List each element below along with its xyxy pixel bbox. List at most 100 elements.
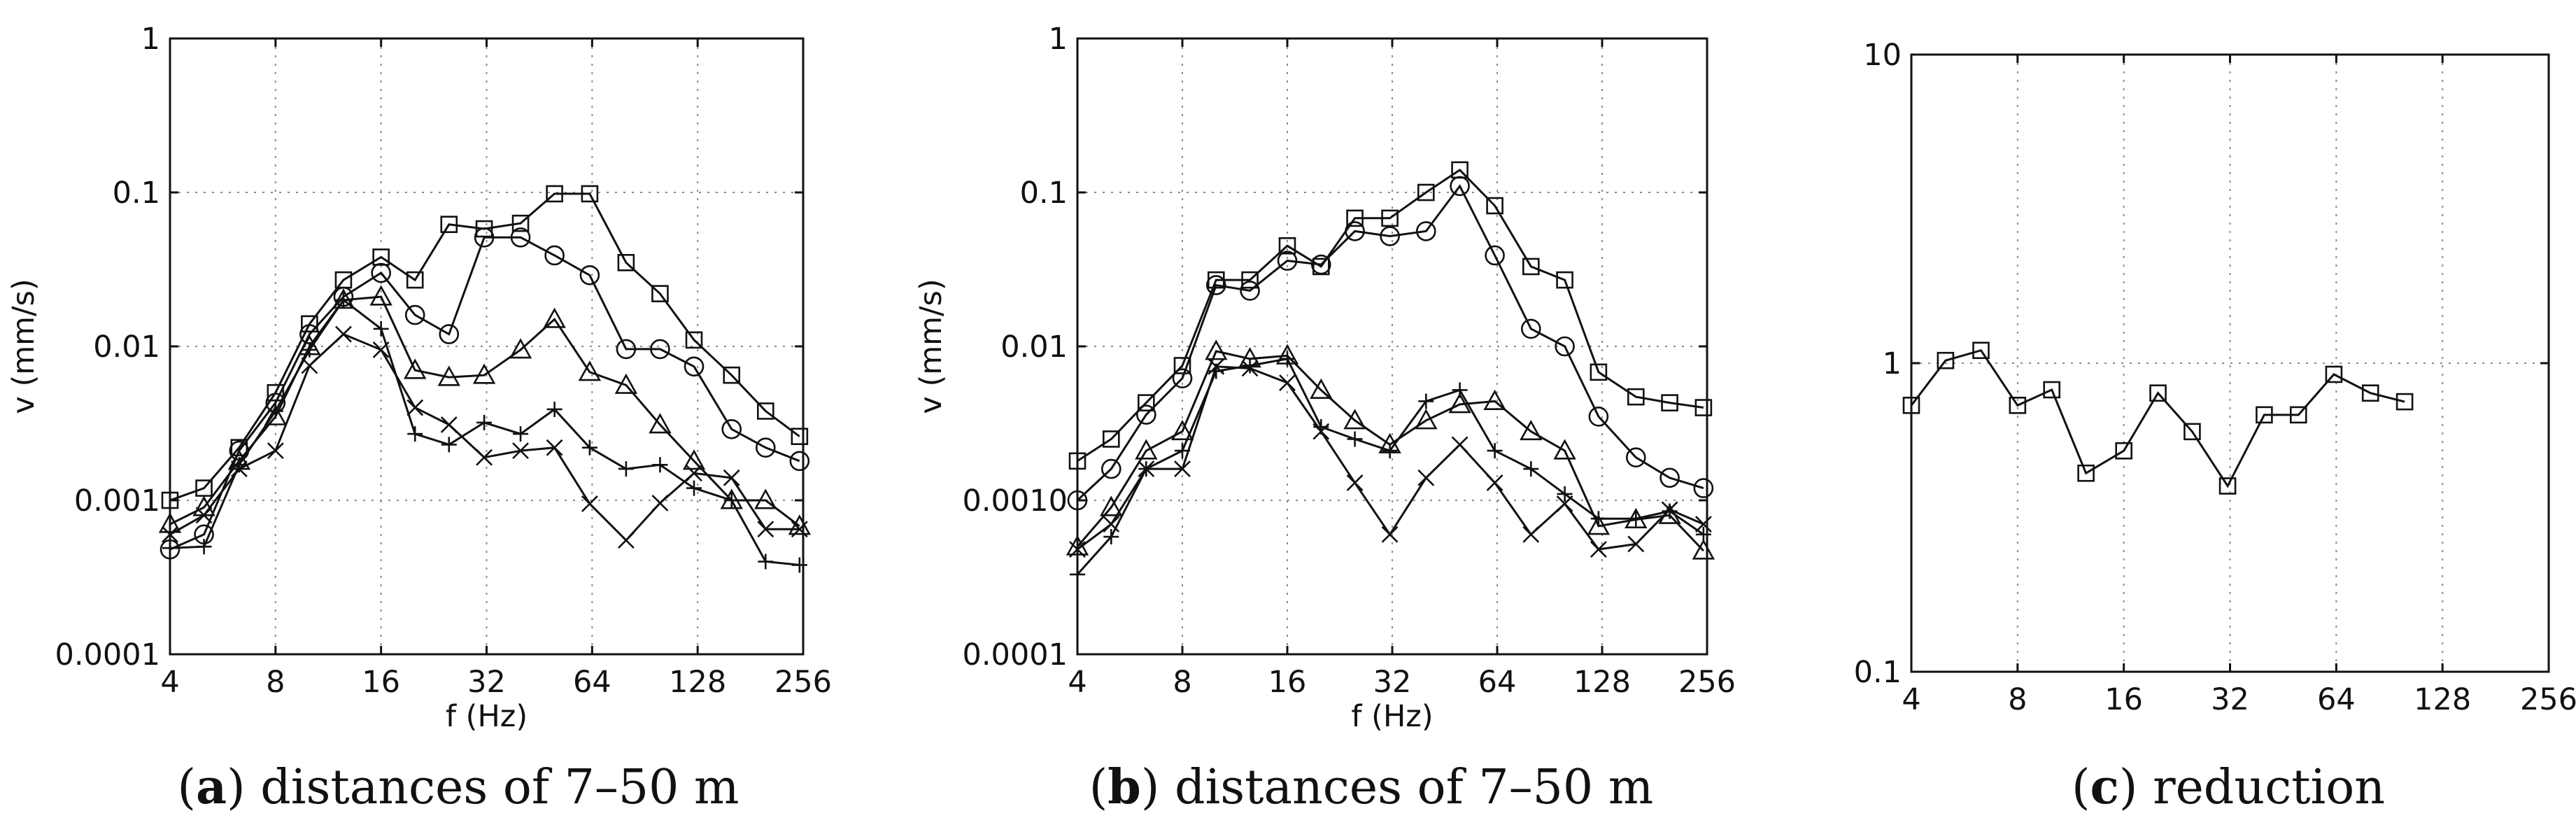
caption-text-a: distances of 7–50 m bbox=[260, 760, 739, 815]
data-point-cross bbox=[1451, 436, 1469, 453]
series-line-square bbox=[1077, 168, 1704, 463]
data-point-square bbox=[301, 315, 318, 333]
data-point-triangle bbox=[369, 285, 392, 306]
data-point-plus bbox=[723, 493, 739, 508]
data-point-cross bbox=[1069, 541, 1086, 558]
data-point-circle bbox=[1450, 176, 1470, 197]
data-point-plus bbox=[1347, 431, 1363, 447]
series-line-circle bbox=[1076, 184, 1704, 502]
y-tick-label: 0.0001 bbox=[55, 637, 160, 672]
y-tick-label: 0.0001 bbox=[963, 637, 1068, 672]
data-point-plus bbox=[1590, 511, 1606, 527]
data-point-circle bbox=[1415, 221, 1436, 241]
x-tick-label: 64 bbox=[573, 665, 611, 700]
data-point-plus bbox=[1557, 486, 1573, 502]
data-point-square bbox=[1627, 388, 1645, 406]
data-point-cross bbox=[581, 495, 598, 512]
series-line-circle bbox=[169, 236, 800, 551]
data-point-circle bbox=[404, 304, 425, 325]
data-point-cross bbox=[476, 449, 493, 466]
data-point-cross bbox=[335, 325, 352, 343]
data-point-triangle bbox=[158, 512, 182, 533]
data-point-circle bbox=[544, 245, 565, 266]
data-point-circle bbox=[1659, 467, 1680, 488]
data-point-cross bbox=[1522, 526, 1540, 543]
data-point-circle bbox=[650, 339, 670, 360]
data-point-plus bbox=[618, 461, 634, 477]
data-point-triangle bbox=[1448, 393, 1471, 414]
data-point-cross bbox=[1556, 495, 1573, 512]
data-point-plus bbox=[373, 320, 389, 337]
data-point-cross bbox=[230, 460, 248, 478]
data-point-triangle bbox=[1483, 389, 1506, 410]
data-point-cross bbox=[195, 507, 213, 524]
data-point-circle bbox=[1310, 254, 1331, 275]
data-point-cross bbox=[1346, 474, 1364, 491]
data-point-square bbox=[1522, 258, 1540, 276]
caption-b: (b) distances of 7–50 m bbox=[1089, 759, 1654, 815]
data-point-square bbox=[581, 185, 599, 203]
data-point-circle bbox=[1588, 407, 1609, 427]
data-point-circle bbox=[1693, 478, 1714, 498]
data-point-cross bbox=[1312, 423, 1330, 440]
data-point-reduction bbox=[1972, 341, 1990, 360]
data-point-reduction bbox=[2009, 396, 2027, 414]
data-point-plus bbox=[335, 292, 351, 308]
data-point-plus bbox=[1418, 393, 1434, 409]
data-point-cross bbox=[512, 442, 529, 460]
data-point-plus bbox=[1382, 443, 1398, 459]
data-point-reduction bbox=[1902, 396, 1920, 414]
data-point-cross bbox=[301, 357, 318, 374]
data-point-circle bbox=[510, 227, 531, 248]
data-point-circle bbox=[755, 437, 776, 458]
data-point-square bbox=[546, 185, 563, 203]
x-tick-label: 8 bbox=[266, 665, 285, 700]
data-point-square bbox=[651, 285, 669, 302]
data-point-reduction bbox=[2043, 381, 2061, 399]
chart-panel-a: 0.0001 0.001 0.01 0.1 1 4 8 16 32 64 128 256 f (Hz… bbox=[6, 22, 832, 815]
data-point-reduction bbox=[2289, 406, 2307, 424]
data-point-reduction bbox=[2077, 464, 2095, 482]
data-point-square bbox=[723, 366, 741, 384]
data-point-triangle bbox=[1205, 339, 1228, 360]
data-point-reduction bbox=[2361, 384, 2379, 402]
data-point-circle bbox=[1172, 368, 1193, 388]
data-point-square bbox=[1590, 363, 1608, 381]
data-point-square bbox=[756, 402, 774, 420]
data-point-cross bbox=[546, 439, 563, 456]
data-point-circle bbox=[371, 262, 391, 283]
data-point-plus bbox=[1280, 351, 1295, 367]
data-point-triangle bbox=[1343, 409, 1366, 430]
x-tick-label: 16 bbox=[362, 665, 400, 700]
data-point-square bbox=[372, 248, 390, 266]
x-axis-label-b: f (Hz) bbox=[1351, 699, 1433, 734]
data-point-square bbox=[1068, 452, 1087, 470]
data-point-plus bbox=[162, 540, 178, 556]
data-point-plus bbox=[758, 554, 774, 570]
y-tick-label: 1 bbox=[1049, 22, 1068, 57]
data-point-triangle bbox=[1520, 419, 1543, 441]
data-point-square bbox=[1417, 183, 1435, 202]
data-point-cross bbox=[372, 341, 390, 358]
data-point-cross bbox=[686, 465, 702, 482]
data-point-plus bbox=[581, 439, 597, 456]
data-point-cross bbox=[1486, 474, 1503, 491]
series-line-plus bbox=[1076, 358, 1704, 575]
x-tick-label: 16 bbox=[2104, 682, 2143, 717]
chart-panel-c: 0.1 1 10 4 8 16 32 64 128 256 (c) reduction bbox=[1854, 38, 2576, 815]
data-point-triangle bbox=[332, 288, 355, 309]
data-point-cross bbox=[723, 469, 740, 486]
data-point-reduction bbox=[2184, 423, 2201, 441]
data-point-cross bbox=[1279, 374, 1296, 391]
data-point-square bbox=[1381, 209, 1399, 227]
data-point-square bbox=[1694, 399, 1713, 416]
y-tick-label: 1 bbox=[141, 22, 160, 57]
data-point-plus bbox=[476, 414, 493, 430]
x-tick-label: 128 bbox=[669, 665, 726, 700]
data-point-plus bbox=[1487, 443, 1503, 459]
x-tick-label: 128 bbox=[1573, 665, 1631, 700]
data-point-triangle bbox=[754, 488, 777, 509]
chart-panel-b: 0.0001 0.0010 0.01 0.1 1 4 8 16 32 64 128 256 f (H… bbox=[914, 22, 1736, 815]
data-point-cross bbox=[267, 442, 284, 460]
data-point-reduction bbox=[2395, 393, 2414, 411]
